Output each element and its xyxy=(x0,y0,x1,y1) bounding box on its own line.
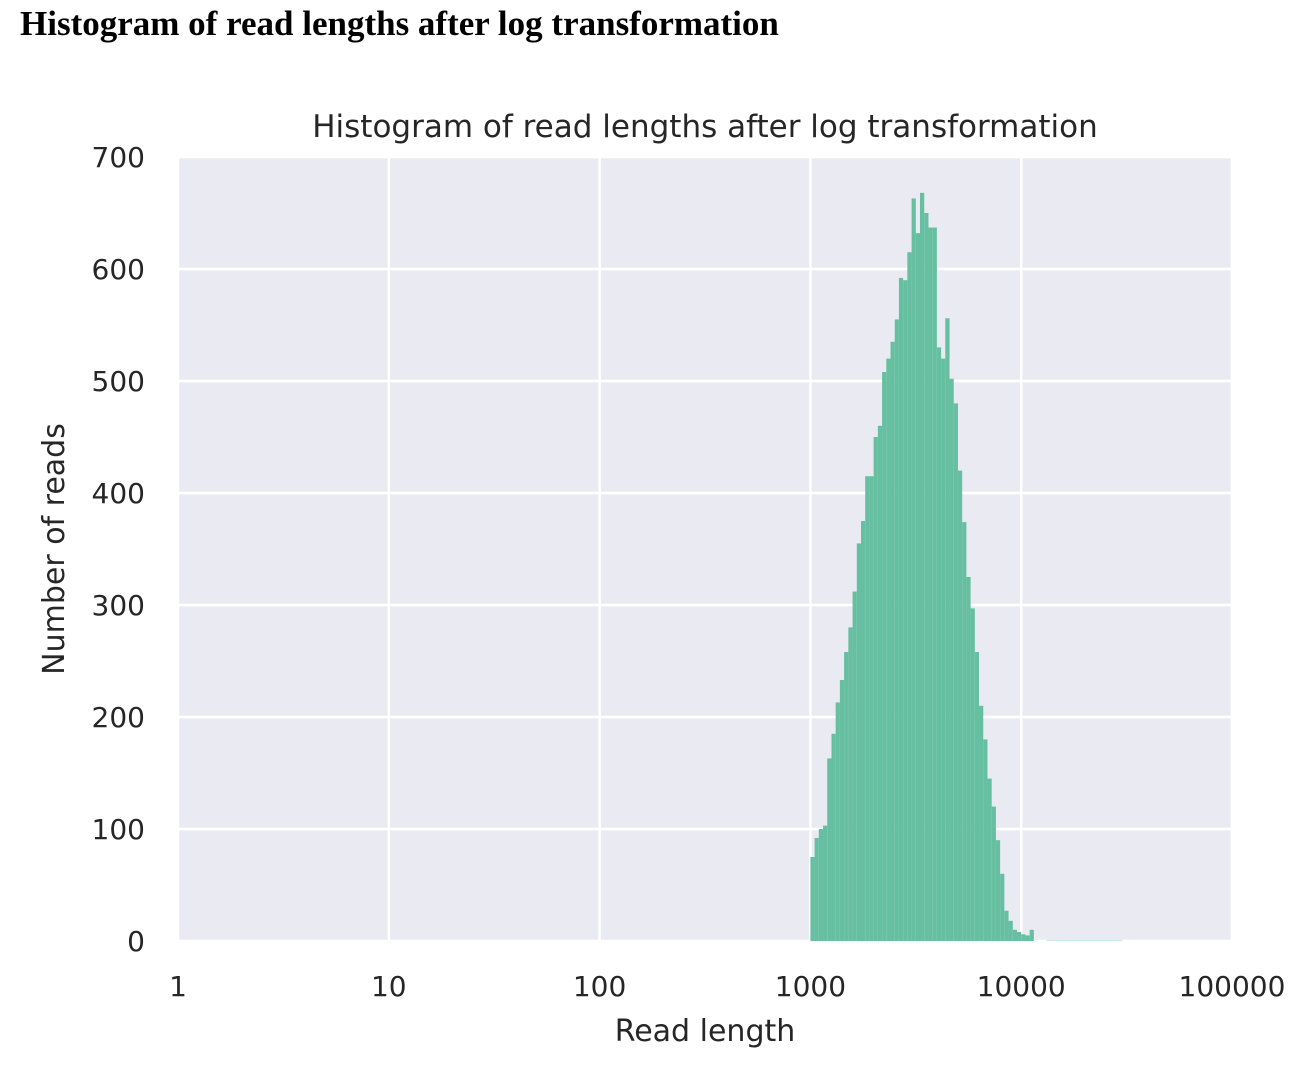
histogram-bar xyxy=(974,652,980,941)
y-tick-label: 400 xyxy=(92,477,145,510)
histogram-bar xyxy=(1113,939,1119,941)
histogram-bar xyxy=(882,372,887,941)
histogram-bar xyxy=(987,778,992,941)
x-tick-label: 10000 xyxy=(977,970,1066,1003)
y-tick-label: 200 xyxy=(92,701,145,734)
histogram-bar xyxy=(1067,939,1072,941)
chart-title: Histogram of read lengths after log tran… xyxy=(312,109,1098,145)
histogram-bars xyxy=(810,192,1123,942)
histogram-bar xyxy=(1050,939,1055,941)
histogram-bar xyxy=(810,857,815,941)
y-tick-label: 600 xyxy=(92,253,145,286)
x-axis-label: Read length xyxy=(615,1014,796,1049)
histogram-bar xyxy=(970,608,975,941)
histogram-bar xyxy=(831,733,836,941)
histogram-bar xyxy=(1046,939,1051,941)
histogram-bar xyxy=(1088,939,1093,941)
histogram-bar xyxy=(979,705,984,941)
histogram-bar xyxy=(1021,934,1026,941)
histogram-bar xyxy=(911,198,916,941)
histogram-bar xyxy=(936,347,942,941)
histogram-bar xyxy=(1004,910,1009,941)
histogram-bar xyxy=(995,840,1001,941)
histogram-bar xyxy=(991,806,996,941)
histogram-bar xyxy=(814,837,819,941)
histogram-bar xyxy=(928,227,933,941)
histogram-bar xyxy=(945,318,950,941)
histogram-bar xyxy=(865,476,870,941)
histogram-bar xyxy=(1000,873,1005,941)
histogram-bar xyxy=(873,437,878,941)
histogram-bar xyxy=(1101,939,1106,941)
histogram-bar xyxy=(861,521,866,941)
histogram-bar xyxy=(1071,939,1077,941)
histogram-bar xyxy=(1016,932,1022,941)
histogram-bar xyxy=(877,425,883,941)
x-tick-label: 10 xyxy=(371,970,407,1003)
x-tick-labels: 1 10 100 1000 10000 100000 xyxy=(169,970,1285,1003)
histogram-bar xyxy=(966,577,971,941)
grid-lines xyxy=(176,155,1234,943)
histogram-bar xyxy=(1008,920,1013,941)
document-heading: Histogram of read lengths after log tran… xyxy=(20,4,779,43)
histogram-bar xyxy=(827,758,832,941)
histogram-bar xyxy=(1105,939,1110,941)
plot-background xyxy=(178,157,1232,941)
histogram-bar xyxy=(1076,939,1081,941)
x-tick-label: 100 xyxy=(573,970,626,1003)
y-tick-label: 100 xyxy=(92,813,145,846)
histogram-bar xyxy=(941,358,946,942)
x-tick-label: 1 xyxy=(169,970,187,1003)
histogram-bar xyxy=(907,252,912,941)
histogram-bar xyxy=(1084,939,1089,941)
histogram-bar xyxy=(894,319,899,941)
histogram-bar xyxy=(1059,939,1064,941)
histogram-bar xyxy=(949,378,954,941)
histogram-bar xyxy=(1063,939,1068,941)
histogram-bar xyxy=(1092,939,1098,941)
histogram-bar xyxy=(924,213,929,941)
histogram-bar xyxy=(856,543,862,941)
x-tick-label: 100000 xyxy=(1179,970,1286,1003)
histogram-bar xyxy=(890,341,895,941)
y-tick-label: 700 xyxy=(92,141,145,174)
y-tick-label: 500 xyxy=(92,365,145,398)
histogram-bar xyxy=(1025,935,1030,941)
histogram-bar xyxy=(886,358,891,942)
histogram-bar xyxy=(869,476,874,941)
histogram-bar xyxy=(823,825,828,941)
histogram-bar xyxy=(1109,939,1114,941)
histogram-bar xyxy=(898,277,904,942)
histogram-bar xyxy=(1080,939,1085,941)
histogram-bar xyxy=(848,627,853,941)
histogram-bar xyxy=(1097,939,1102,941)
histogram-bar xyxy=(1054,939,1060,941)
histogram-bar xyxy=(1012,929,1017,941)
histogram-bar xyxy=(903,280,908,941)
histogram-bar xyxy=(932,227,937,941)
y-tick-labels: 0 100 200 300 400 500 600 700 xyxy=(92,141,145,958)
histogram-bar xyxy=(920,192,925,942)
histogram-bar xyxy=(1118,939,1123,941)
histogram-bar xyxy=(839,680,845,941)
histogram-bar xyxy=(957,470,963,941)
histogram-bar xyxy=(835,702,840,941)
histogram-bar xyxy=(962,522,967,941)
y-axis-label: Number of reads xyxy=(37,423,72,675)
histogram-bar xyxy=(818,829,824,941)
y-tick-label: 0 xyxy=(127,925,145,958)
histogram-bar xyxy=(953,403,958,941)
histogram-bar xyxy=(852,591,857,941)
x-tick-label: 1000 xyxy=(775,970,846,1003)
histogram-bar xyxy=(915,233,921,941)
histogram-bar xyxy=(1029,929,1034,941)
histogram-bar xyxy=(983,739,988,941)
y-tick-label: 300 xyxy=(92,589,145,622)
histogram-bar xyxy=(844,652,849,941)
